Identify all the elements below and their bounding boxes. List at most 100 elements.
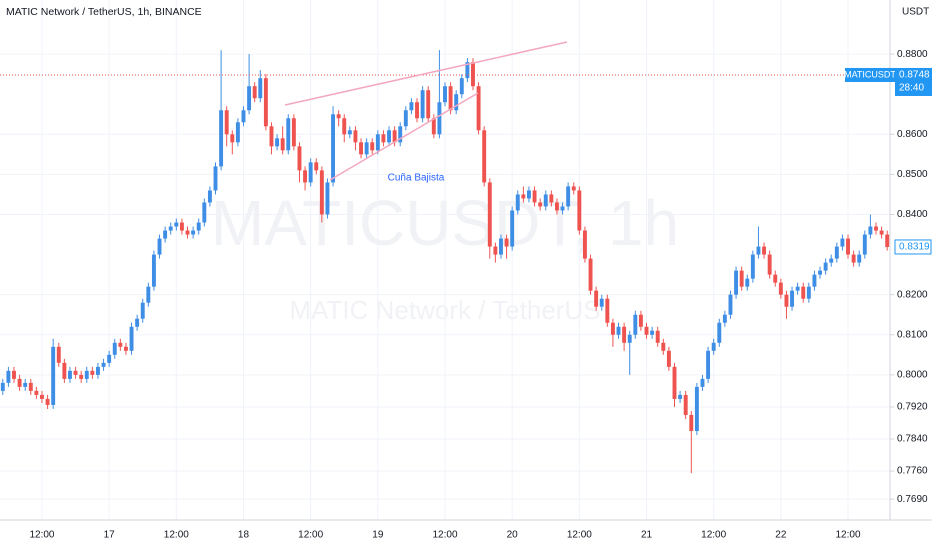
candle-body <box>437 102 442 135</box>
candle-body <box>23 382 28 387</box>
candle-body <box>627 334 632 343</box>
candle-body <box>706 350 711 379</box>
candle-body <box>879 230 884 235</box>
candle-body <box>135 318 140 327</box>
candle-body <box>151 254 156 287</box>
candle-body <box>118 342 123 347</box>
candle-body <box>387 130 391 143</box>
candle-body <box>711 342 716 351</box>
candle-body <box>672 366 677 399</box>
wedge-upper-line <box>284 41 568 106</box>
candle-body <box>107 354 112 363</box>
candle-body <box>532 190 537 203</box>
candle-body <box>342 118 347 135</box>
symbol-label: MATICUSDT <box>844 69 896 79</box>
candle-body <box>510 210 515 247</box>
candle-body <box>17 378 22 387</box>
x-tick-label: 12:00 <box>164 530 189 541</box>
candle-body <box>263 78 268 127</box>
candle-body <box>599 298 604 307</box>
candle-body <box>678 394 683 399</box>
y-tick-label: 0.7840 <box>897 434 928 445</box>
candle-body <box>499 238 503 255</box>
candle-body <box>196 222 201 231</box>
candle-body <box>157 238 162 255</box>
y-tick-label: 0.7690 <box>897 494 928 505</box>
candle-body <box>269 126 274 147</box>
candle-body <box>801 286 806 299</box>
price-label-box <box>895 67 932 96</box>
candle-body <box>235 122 240 143</box>
candle-body <box>465 62 470 79</box>
last-price-box <box>894 239 932 255</box>
candle-body <box>610 322 615 335</box>
candle-body <box>230 134 235 143</box>
candle-body <box>112 342 117 355</box>
x-tick-label: 12:00 <box>29 530 54 541</box>
candle-body <box>588 258 593 291</box>
drawings: Cuña Bajista <box>284 41 568 184</box>
candle-body <box>834 246 839 259</box>
candle-body <box>123 346 128 351</box>
candle-body <box>806 286 811 299</box>
candle-body <box>12 370 16 379</box>
candle-body <box>829 258 834 263</box>
candle-body <box>443 86 447 103</box>
candle-body <box>471 62 475 87</box>
candle-body <box>280 138 285 151</box>
candle-body <box>297 146 302 171</box>
watermark-name: MATIC Network / TetherUS <box>289 295 600 325</box>
watermark-symbol: MATICUSDT, 1h <box>211 187 679 259</box>
candle-body <box>45 398 50 405</box>
candle-body <box>84 370 89 379</box>
candle-body <box>756 246 761 255</box>
candle-body <box>370 142 375 151</box>
watermark: MATICUSDT, 1h MATIC Network / TetherUS <box>211 187 679 325</box>
y-tick-label: 0.8100 <box>897 329 928 340</box>
candle-body <box>303 170 308 183</box>
candle-body <box>51 346 56 405</box>
candle-body <box>219 110 224 167</box>
candle-body <box>28 382 33 391</box>
x-tick-label: 12:00 <box>836 530 861 541</box>
candle-body <box>459 78 464 95</box>
candle-body <box>487 182 492 247</box>
candle-body <box>622 326 627 343</box>
candle-body <box>728 294 733 315</box>
candle-body <box>314 162 319 171</box>
candle-body <box>140 302 145 319</box>
candle-body <box>185 230 190 235</box>
candle-body <box>577 190 582 231</box>
candle-body <box>605 298 610 323</box>
candle-body <box>538 202 543 207</box>
candle-body <box>543 194 548 207</box>
candle-body <box>247 86 252 111</box>
candle-body <box>504 238 509 247</box>
candle-body <box>40 394 44 399</box>
candle-body <box>252 86 257 99</box>
candle-body <box>403 110 408 127</box>
countdown-label: 28:40 <box>899 83 924 94</box>
candle-body <box>689 414 694 431</box>
candle-body <box>101 362 106 367</box>
y-tick-label: 0.8600 <box>897 129 928 140</box>
candle-body <box>750 254 755 279</box>
candle-body <box>336 114 341 119</box>
candle-body <box>694 386 699 431</box>
candle-body <box>666 350 671 367</box>
candle-body <box>375 134 380 151</box>
candle-body <box>95 366 100 375</box>
candle-body <box>409 102 414 111</box>
candle-body <box>762 246 767 255</box>
candle-body <box>571 186 576 191</box>
candle-body <box>286 118 291 151</box>
candle-body <box>638 314 643 327</box>
candle-body <box>795 286 800 291</box>
time-axis-panel <box>0 520 932 550</box>
candle-body <box>739 270 744 287</box>
candle-body <box>415 102 419 119</box>
x-tick-label: 21 <box>641 530 653 541</box>
candle-body <box>683 394 688 415</box>
